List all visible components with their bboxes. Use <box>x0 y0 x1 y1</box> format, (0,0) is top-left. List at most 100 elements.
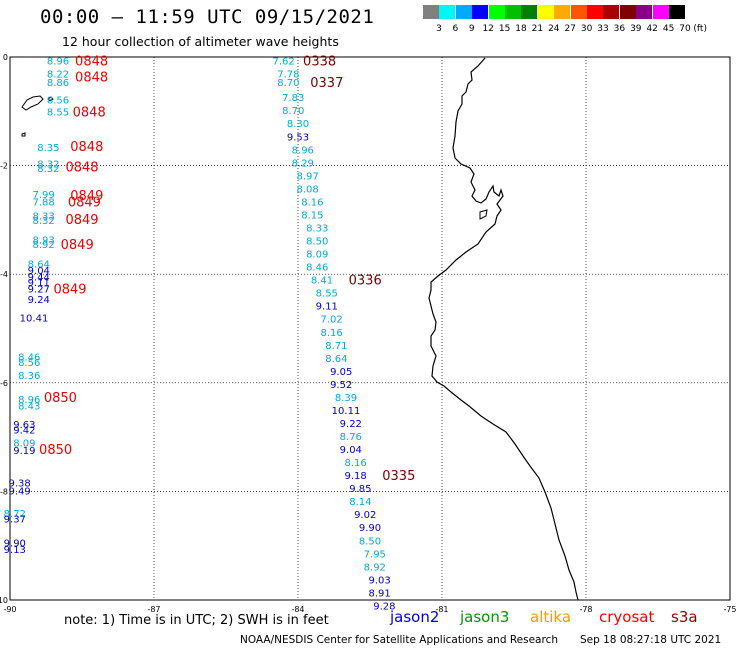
wave-height-value: 8.39 <box>335 393 357 404</box>
colorbar-label: 42 <box>646 24 658 34</box>
colorbar-label: 70 <box>679 24 691 34</box>
wave-height-value: 8.09 <box>306 250 328 261</box>
map-grid <box>10 57 730 600</box>
wave-height-value: 8.35 <box>37 143 59 154</box>
colorbar-swatch <box>488 5 505 19</box>
wave-height-value: 9.22 <box>340 419 362 430</box>
wave-height-value: 8.16 <box>344 458 366 469</box>
colorbar-label: 36 <box>613 24 626 34</box>
pass-time-label: 0338 <box>303 54 336 69</box>
galapagos-island <box>21 95 44 111</box>
footer-timestamp: Sep 18 08:27:18 UTC 2021 <box>580 634 722 646</box>
wave-height-value: 9.05 <box>330 367 352 378</box>
colorbar-swatch <box>537 5 554 19</box>
wave-height-value: 8.92 <box>32 240 54 251</box>
wave-height-value: 8.46 <box>18 353 40 364</box>
wave-height-value: 9.03 <box>368 575 390 586</box>
galapagos-islet-1 <box>47 96 54 102</box>
pass-time-label: 0850 <box>44 391 77 406</box>
colorbar-swatch <box>472 5 489 19</box>
colorbar-label: 30 <box>580 24 593 34</box>
wave-height-value: 8.08 <box>296 184 318 195</box>
wave-height-value: 9.19 <box>13 446 35 457</box>
satellite-jason2: jason2 <box>390 608 440 626</box>
altimeter-tracks: 8.968.228.868.568.558.358.328.327.997.88… <box>4 56 396 612</box>
wave-height-value: 10.11 <box>332 406 361 417</box>
colorbar-label: 24 <box>548 24 560 34</box>
wave-height-value: 9.11 <box>316 302 338 313</box>
lat-tick-label: 0 <box>3 53 8 62</box>
wave-height-value: 8.32 <box>37 164 59 175</box>
colorbar-label: 18 <box>515 24 527 34</box>
pass-time-label: 0848 <box>75 54 108 69</box>
wave-height-value: 8.36 <box>18 371 40 382</box>
pass-time-label: 0849 <box>65 213 98 228</box>
lat-tick-label: -2 <box>0 162 8 171</box>
wave-height-value: 9.11 <box>28 278 50 289</box>
wave-height-value: 8.16 <box>301 197 323 208</box>
map-frame <box>9 56 731 601</box>
wave-height-value: 8.50 <box>359 536 381 547</box>
lon-tick-label: -90 <box>3 605 16 614</box>
wave-height-value: 8.72 <box>4 509 26 520</box>
wave-height-value: 8.56 <box>47 95 69 106</box>
wave-height-value: 8.14 <box>349 497 371 508</box>
wave-height-value: 8.86 <box>47 78 69 89</box>
wave-height-value: 9.04 <box>28 266 50 277</box>
wave-height-value: 8.55 <box>316 289 338 300</box>
wave-height-value: 9.53 <box>287 132 309 143</box>
colorbar-unit: (ft) <box>693 24 707 34</box>
wave-height-value: 9.38 <box>8 479 30 490</box>
wave-height-value: 9.42 <box>13 425 35 436</box>
pass-time-label: 0848 <box>73 105 106 120</box>
wave-height-value: 8.91 <box>368 588 390 599</box>
lon-tick-label: -75 <box>723 605 736 614</box>
colorbar-swatch <box>423 5 439 19</box>
wave-height-value: 8.33 <box>306 224 328 235</box>
map-ticks: -90 -87 -84 -81 -78 -75 0 -2 -4 -6 -8 -10 <box>0 53 737 614</box>
wave-height-value: 9.52 <box>330 380 352 391</box>
colorbar-swatch <box>636 5 653 19</box>
wave-height-value: 8.70 <box>282 106 304 117</box>
pass-time-label: 0849 <box>68 195 101 210</box>
pass-time-label: 0848 <box>70 140 103 155</box>
wave-height-value: 9.18 <box>344 471 366 482</box>
wave-height-value: 8.96 <box>18 395 40 406</box>
wave-height-value: 8.76 <box>340 432 362 443</box>
wave-height-value: 8.56 <box>18 358 40 369</box>
wave-height-value: 9.37 <box>4 515 26 526</box>
wave-height-value: 9.27 <box>28 284 50 295</box>
pass-time-label: 0337 <box>310 76 343 91</box>
colorbar-label: 39 <box>630 24 642 34</box>
wave-height-value: 9.44 <box>28 272 50 283</box>
lat-tick-label: -4 <box>0 270 8 279</box>
wave-height-value: 8.41 <box>311 276 333 287</box>
colorbar-swatch <box>455 5 472 19</box>
south-america-coastline <box>428 57 579 601</box>
wave-height-value: 9.13 <box>4 545 26 556</box>
wave-height-value: 8.32 <box>32 216 54 227</box>
time-labels: 0848084808480848084808490849084908490849… <box>39 54 415 484</box>
wave-height-value: 8.71 <box>325 341 347 352</box>
satellite-cryosat: cryosat <box>599 608 655 626</box>
colorbar-label: 15 <box>498 24 511 34</box>
colorbar-label: 9 <box>468 24 475 34</box>
colorbar-label: 21 <box>531 24 544 34</box>
lon-tick-label: -84 <box>291 605 304 614</box>
pass-time-label: 0849 <box>53 282 86 297</box>
colorbar-swatch <box>669 5 685 19</box>
colorbar-swatch <box>587 5 603 19</box>
lon-tick-label: -78 <box>579 605 592 614</box>
colorbar-label: 12 <box>482 24 494 34</box>
satellite-jason3: jason3 <box>460 608 510 626</box>
map-subtitle: 12 hour collection of altimeter wave hei… <box>62 34 339 49</box>
colorbar-swatch <box>652 5 669 19</box>
colorbar-label: 45 <box>662 24 675 34</box>
wave-height-value: 10.41 <box>20 314 49 325</box>
wave-height-value: 8.33 <box>32 212 54 223</box>
wave-height-value: 8.16 <box>320 328 342 339</box>
wave-height-value: 7.02 <box>320 315 342 326</box>
pass-time-label: 0849 <box>61 238 94 253</box>
wave-height-value: 8.15 <box>301 210 323 221</box>
colorbar-swatch <box>619 5 636 19</box>
